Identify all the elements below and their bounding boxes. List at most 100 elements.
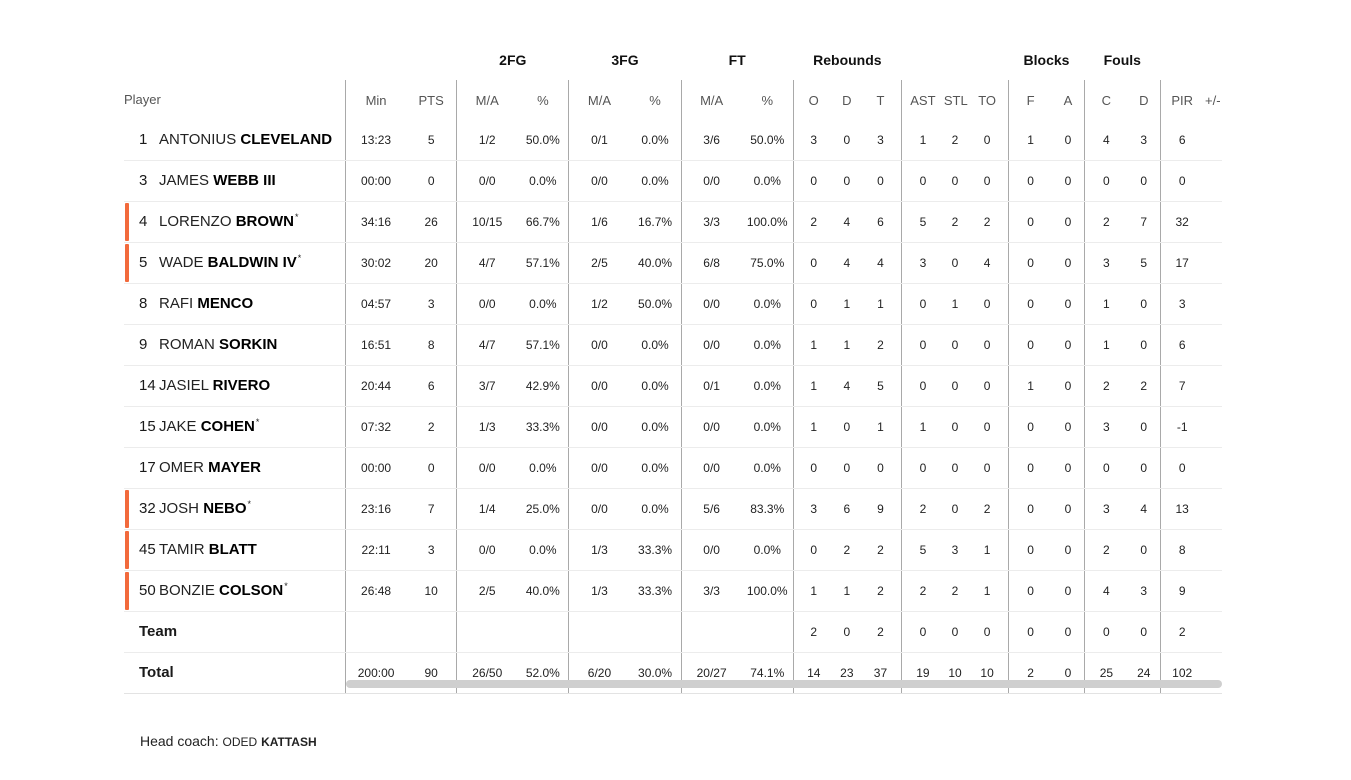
column-header: M/A	[680, 80, 742, 120]
stat-cell: 3/6	[680, 120, 742, 161]
stat-cell: 26	[406, 201, 457, 243]
stat-cell: 0	[859, 447, 902, 489]
stat-cell: 0.0%	[517, 447, 569, 489]
stat-cell: 2	[1127, 365, 1161, 407]
stat-cell: 0/0	[680, 406, 742, 448]
stat-cell: 0	[1008, 324, 1053, 366]
total-row-label: Total	[139, 664, 174, 681]
stat-cell: 04:57	[345, 283, 407, 325]
player-row[interactable]: 1 ANTONIUS CLEVELAND	[124, 120, 346, 161]
column-header: +/-	[1205, 92, 1221, 108]
starter-indicator	[125, 572, 129, 610]
player-row[interactable]: 15 JAKE COHEN*	[124, 407, 346, 448]
player-header: Player	[124, 92, 161, 107]
stat-cell: 1	[833, 324, 860, 366]
player-last-name: BROWN	[235, 213, 295, 230]
stat-cell: 0.0%	[629, 447, 682, 489]
stat-cell	[1203, 365, 1222, 407]
starter-indicator	[125, 203, 129, 241]
stat-cell: 5	[900, 529, 944, 571]
stat-cell: 2	[859, 570, 902, 612]
player-first-name: WADE	[159, 254, 204, 271]
stats-scroll-area[interactable]: 2FG 3FG FT Rebounds Blocks Fouls Min PTS M…	[345, 40, 1222, 694]
player-row[interactable]: 3 JAMES WEBB III	[124, 161, 346, 202]
stat-cell: 0	[966, 283, 1009, 325]
stat-cell	[1203, 120, 1222, 161]
stat-cell: 0.0%	[629, 160, 682, 202]
stat-cell	[1203, 447, 1222, 489]
player-number: 50	[139, 582, 156, 599]
stat-cell: 0	[792, 242, 834, 284]
player-row[interactable]: 32 JOSH NEBO*	[124, 489, 346, 530]
stat-cell: 0	[1127, 447, 1161, 489]
stat-cell: 4/7	[456, 242, 518, 284]
player-row[interactable]: 17 OMER MAYER	[124, 448, 346, 489]
group-ft: FT	[728, 52, 746, 68]
stat-cell: 0.0%	[741, 324, 794, 366]
player-last-name: BLATT	[208, 541, 257, 558]
stat-cell: 0	[943, 324, 967, 366]
stat-cell: 4	[833, 242, 860, 284]
player-row[interactable]: 9 ROMAN SORKIN	[124, 325, 346, 366]
head-coach: Head coach: ODED KATTASH	[140, 733, 317, 749]
table-row: 16:51 8 4/7 57.1% 0/0 0.0% 0/0 0.0% 1 1 2 0 0 0 0 0 1 0 6	[345, 324, 1222, 366]
stat-cell: 32	[1159, 201, 1204, 243]
stat-cell: 2	[792, 611, 834, 653]
player-row[interactable]: 45 TAMIR BLATT	[124, 530, 346, 571]
stat-cell: 1	[900, 406, 944, 448]
horizontal-scrollbar[interactable]	[346, 680, 1222, 688]
player-row[interactable]: 14 JASIEL RIVERO	[124, 366, 346, 407]
column-header: %	[537, 92, 549, 108]
player-number: 9	[139, 336, 148, 353]
stat-cell: 57.1%	[517, 324, 569, 366]
player-first-name: JAKE	[159, 418, 197, 435]
player-first-name: JAMES	[159, 172, 210, 189]
stat-cell: 0	[1052, 447, 1085, 489]
starter-star: *	[284, 581, 288, 591]
table-row: 04:57 3 0/0 0.0% 1/2 50.0% 0/0 0.0% 0 1 1 0 1 0 0 0 1 0 3	[345, 283, 1222, 325]
player-first-name: RAFI	[159, 295, 194, 312]
stat-cell: 0	[1052, 365, 1085, 407]
stat-cell: 0	[1127, 283, 1161, 325]
player-row[interactable]: 50 BONZIE COLSON*	[124, 571, 346, 612]
stat-cell: 0	[1008, 611, 1053, 653]
player-row[interactable]: 4 LORENZO BROWN*	[124, 202, 346, 243]
stat-cell: 33.3%	[629, 570, 682, 612]
player-last-name: MENCO	[197, 295, 254, 312]
stat-cell: 0	[792, 160, 834, 202]
stat-cell: 0	[406, 447, 457, 489]
column-header: T	[876, 92, 885, 108]
stat-cell: 0	[1008, 488, 1053, 530]
stat-cell: 0	[1083, 160, 1128, 202]
stat-cell: 5	[1127, 242, 1161, 284]
player-number: 45	[139, 541, 156, 558]
stat-cell: 0.0%	[741, 283, 794, 325]
stat-cell: 26:48	[345, 570, 407, 612]
stat-cell: 6	[833, 488, 860, 530]
player-row[interactable]: 5 WADE BALDWIN IV*	[124, 243, 346, 284]
stat-cell: 0/0	[680, 529, 742, 571]
stat-cell: 0/0	[568, 160, 630, 202]
table-row: 13:23 5 1/2 50.0% 0/1 0.0% 3/6 50.0% 3 0 3 1 2 0 1 0 4 3 6	[345, 120, 1222, 161]
group-2fg: 2FG	[499, 52, 527, 68]
stat-cell: 0	[1052, 201, 1085, 243]
stat-cell: 50.0%	[517, 120, 569, 161]
player-number: 15	[139, 418, 156, 435]
stat-cell: 40.0%	[629, 242, 682, 284]
stat-cell: 1	[792, 406, 834, 448]
player-last-name: CLEVELAND	[240, 131, 333, 148]
group-blocks: Blocks	[1023, 52, 1070, 68]
column-header: AST	[900, 80, 944, 120]
stat-cell: 1	[900, 120, 944, 161]
stat-cell: 0	[966, 611, 1009, 653]
stat-cell: 0.0%	[629, 365, 682, 407]
stat-cell: 0	[1052, 283, 1085, 325]
stat-cell: 0.0%	[629, 406, 682, 448]
stat-cell: 1/6	[568, 201, 630, 243]
player-row[interactable]: 8 RAFI MENCO	[124, 284, 346, 325]
stat-cell: 0	[833, 406, 860, 448]
stat-cell: 16:51	[345, 324, 407, 366]
table-row: 00:00 0 0/0 0.0% 0/0 0.0% 0/0 0.0% 0 0 0 0 0 0 0 0 0 0 0	[345, 447, 1222, 489]
stat-cell: 0.0%	[741, 447, 794, 489]
stat-cell: 0	[1127, 529, 1161, 571]
